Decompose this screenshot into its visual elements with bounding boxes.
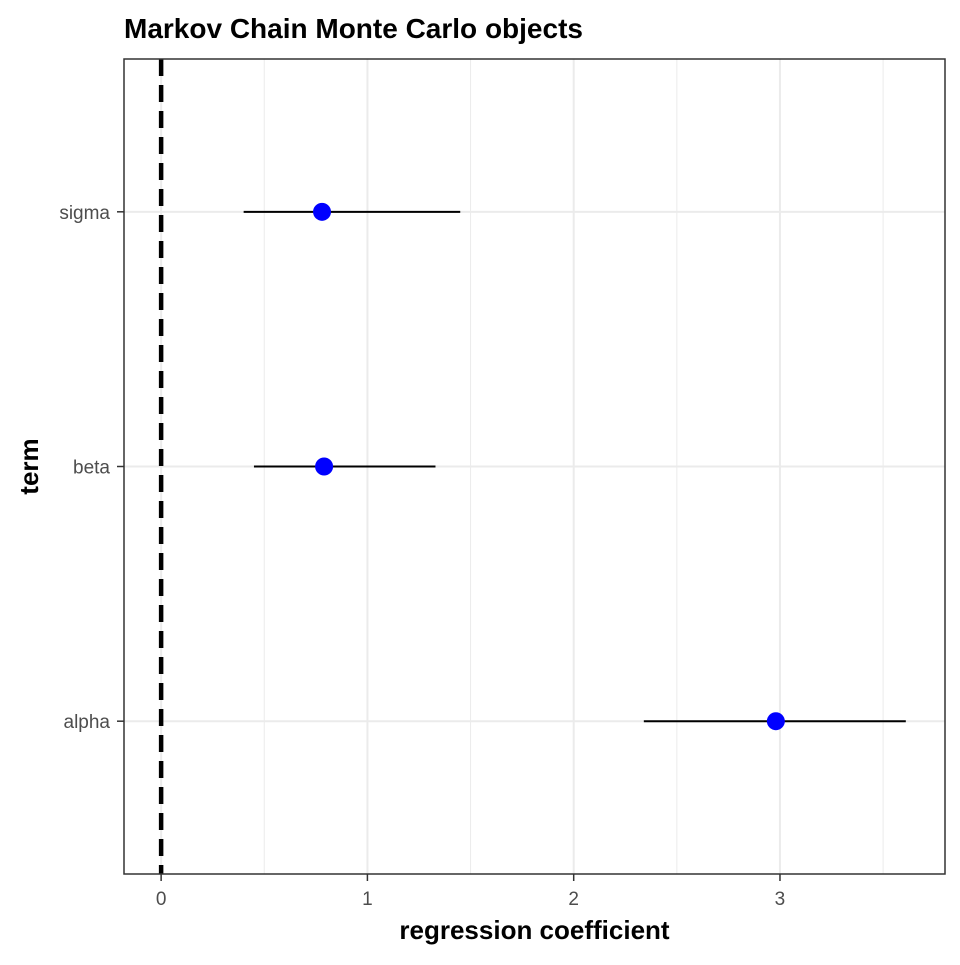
point-beta [315, 457, 334, 476]
chart-title: Markov Chain Monte Carlo objects [124, 13, 583, 44]
y-tick-label-sigma: sigma [59, 203, 110, 224]
x-tick-label: 2 [568, 889, 579, 910]
x-axis-title: regression coefficient [399, 915, 670, 945]
tick-layer: 0 1 2 3 alpha beta sigma [59, 203, 785, 910]
point-layer [313, 202, 785, 731]
grid-layer [124, 59, 945, 874]
point-sigma [313, 202, 332, 221]
y-tick-label-alpha: alpha [64, 712, 111, 733]
point-alpha [766, 712, 785, 731]
y-axis-title: term [14, 438, 44, 494]
x-tick-label: 3 [775, 889, 786, 910]
x-tick-label: 0 [156, 889, 167, 910]
y-tick-label-beta: beta [73, 458, 110, 479]
x-tick-label: 1 [362, 889, 373, 910]
